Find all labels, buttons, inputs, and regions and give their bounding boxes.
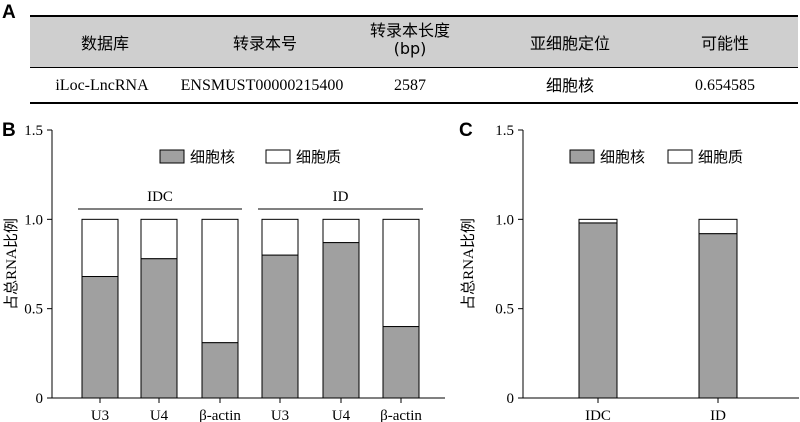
group-label-1: ID xyxy=(333,189,349,205)
y-axis-label: 占总RNA比例 xyxy=(460,218,477,310)
x-tick-label: U4 xyxy=(150,408,169,422)
table-cell-probability: 0.654585 xyxy=(695,77,755,94)
bar-nucleus xyxy=(322,242,360,399)
bar-nucleus xyxy=(382,326,420,399)
chart-b: 0 0.5 1.0 1.5 占总RNA比例 U3 U4 β-actin U3 U4 β-actin 细… xyxy=(3,123,445,422)
y-tick-label: 1.0 xyxy=(24,212,43,228)
bar-cytoplasm xyxy=(81,218,119,278)
legend-label-cytoplasm: 细胞质 xyxy=(698,148,743,166)
x-tick-label: ID xyxy=(710,408,726,422)
chart-c: 0 0.5 1.0 1.5 占总RNA比例 IDC ID 细胞核 细胞质 xyxy=(460,123,799,422)
result-table: 数据库 转录本号 转录本长度 (bp) 亚细胞定位 可能性 iLoc-LncRN… xyxy=(30,15,798,104)
y-tick-label: 1.5 xyxy=(495,123,514,139)
y-tick-label: 1.5 xyxy=(24,123,43,139)
bar-cytoplasm xyxy=(322,218,360,244)
table-cell-localization: 细胞核 xyxy=(545,76,594,95)
table-cell-transcript-id: ENSMUST00000215400 xyxy=(180,77,344,94)
table-cell-transcript-length: 2587 xyxy=(394,77,426,94)
legend-swatch-nucleus xyxy=(159,149,185,164)
table-header-database: 数据库 xyxy=(80,34,129,53)
y-tick-label: 0.5 xyxy=(24,302,43,318)
legend-label-cytoplasm: 细胞质 xyxy=(296,148,341,166)
table-header-transcript-length: 转录本长度 (bp) xyxy=(369,21,450,58)
x-tick-label: IDC xyxy=(585,408,611,422)
panel-label-c: C xyxy=(459,120,473,141)
table-cell-database: iLoc-LncRNA xyxy=(55,77,149,94)
bar-nucleus xyxy=(261,254,299,399)
legend-swatch-cytoplasm xyxy=(265,149,291,164)
bar-cytoplasm xyxy=(382,218,420,328)
x-tick-label: U4 xyxy=(332,408,351,422)
table-header-transcript-id: 转录本号 xyxy=(232,34,297,53)
table-header-probability: 可能性 xyxy=(700,34,749,53)
bar-cytoplasm xyxy=(578,218,618,224)
y-tick-label: 1.0 xyxy=(495,212,514,228)
bar-cytoplasm xyxy=(698,218,738,235)
bar-nucleus xyxy=(81,276,119,399)
bar-nucleus xyxy=(201,342,239,399)
legend-swatch-nucleus xyxy=(569,149,595,164)
legend-swatch-cytoplasm xyxy=(667,149,693,164)
x-tick-label: U3 xyxy=(271,408,289,422)
bar-cytoplasm xyxy=(201,218,239,344)
x-tick-label: β-actin xyxy=(380,408,422,422)
y-tick-label: 0 xyxy=(507,391,515,407)
table-header-row xyxy=(30,17,798,68)
y-axis-label: 占总RNA比例 xyxy=(3,218,20,310)
bar-nucleus xyxy=(140,258,178,399)
bar-nucleus xyxy=(698,233,738,399)
bar-cytoplasm xyxy=(261,218,299,256)
legend-label-nucleus: 细胞核 xyxy=(190,148,235,166)
x-tick-label: β-actin xyxy=(199,408,241,422)
bar-cytoplasm xyxy=(140,218,178,260)
group-label-0: IDC xyxy=(147,189,173,205)
x-tick-label: U3 xyxy=(91,408,109,422)
legend-label-nucleus: 细胞核 xyxy=(600,148,645,166)
panel-label-b: B xyxy=(2,120,16,141)
bar-nucleus xyxy=(578,222,618,399)
panel-label-a: A xyxy=(2,2,16,23)
table-header-localization: 亚细胞定位 xyxy=(529,34,610,53)
y-tick-label: 0 xyxy=(36,391,44,407)
y-tick-label: 0.5 xyxy=(495,302,514,318)
